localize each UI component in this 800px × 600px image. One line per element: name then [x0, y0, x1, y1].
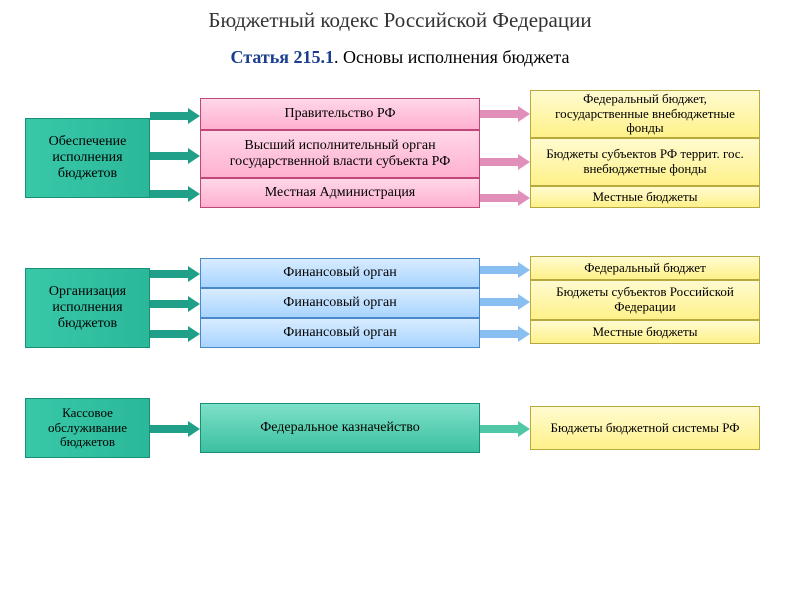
article-number: Статья 215.1	[231, 47, 334, 67]
mid-box-exec: Высший исполнительный орган государствен…	[200, 130, 480, 178]
arrow-icon	[150, 266, 200, 282]
arrow-icon	[150, 326, 200, 342]
arrow-icon	[480, 262, 530, 278]
subtitle-text: . Основы исполнения бюджета	[334, 47, 570, 67]
arrow-icon	[150, 186, 200, 202]
arrow-icon	[150, 108, 200, 124]
mid-box-treasury: Федеральное казначейство	[200, 403, 480, 453]
page-subtitle: Статья 215.1. Основы исполнения бюджета	[0, 33, 800, 68]
right-box-fed2: Федеральный бюджет	[530, 256, 760, 280]
arrow-icon	[480, 154, 530, 170]
mid-box-fin3: Финансовый орган	[200, 318, 480, 348]
arrow-icon	[150, 296, 200, 312]
right-box-subj2: Бюджеты субъектов Российской Федерации	[530, 280, 760, 320]
right-box-fed: Федеральный бюджет, государственные внеб…	[530, 90, 760, 138]
arrow-icon	[480, 421, 530, 437]
right-box-local2: Местные бюджеты	[530, 320, 760, 344]
left-box-ensure: Обеспечение исполнения бюджетов	[25, 118, 150, 198]
mid-box-local-admin: Местная Администрация	[200, 178, 480, 208]
mid-box-fin1: Финансовый орган	[200, 258, 480, 288]
mid-box-fin2: Финансовый орган	[200, 288, 480, 318]
arrow-icon	[480, 326, 530, 342]
mid-box-gov: Правительство РФ	[200, 98, 480, 130]
page-title: Бюджетный кодекс Российской Федерации	[0, 0, 800, 33]
left-box-organize: Организация исполнения бюджетов	[25, 268, 150, 348]
arrow-icon	[480, 190, 530, 206]
left-box-cash: Кассовое обслуживание бюджетов	[25, 398, 150, 458]
arrow-icon	[480, 106, 530, 122]
right-box-budget-sys: Бюджеты бюджетной системы РФ	[530, 406, 760, 450]
arrow-icon	[480, 294, 530, 310]
arrow-icon	[150, 148, 200, 164]
right-box-local: Местные бюджеты	[530, 186, 760, 208]
arrow-icon	[150, 421, 200, 437]
right-box-subj: Бюджеты субъектов РФ террит. гос. внебюд…	[530, 138, 760, 186]
